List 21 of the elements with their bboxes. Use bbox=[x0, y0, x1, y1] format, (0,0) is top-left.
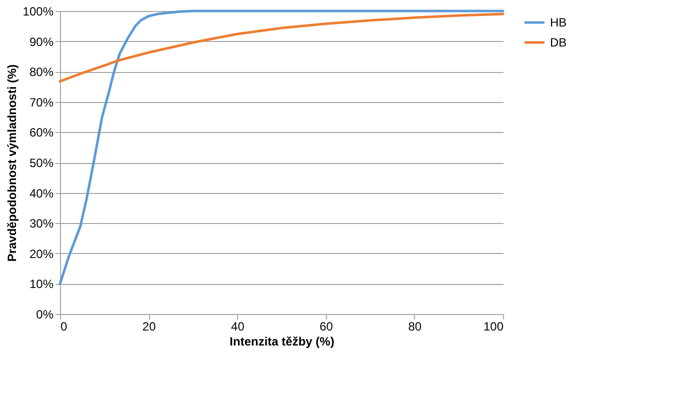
x-tick-label: 100 bbox=[483, 320, 504, 334]
x-tick-label: 80 bbox=[408, 320, 422, 334]
y-tick-label: 0% bbox=[36, 308, 54, 322]
y-tick-label: 30% bbox=[29, 216, 54, 231]
x-axis-title: Intenzita těžby (%) bbox=[230, 334, 334, 348]
y-axis-title: Pravděpodobnost výmladnosti (%) bbox=[4, 64, 19, 262]
y-tick-label: 20% bbox=[29, 246, 54, 261]
x-tick-label: 40 bbox=[231, 320, 245, 334]
y-tick-label: 50% bbox=[29, 156, 54, 170]
x-tick-label: 60 bbox=[320, 320, 334, 334]
y-tick-label: 90% bbox=[29, 34, 54, 49]
y-tick-label: 70% bbox=[29, 95, 54, 110]
y-tick-label: 40% bbox=[29, 186, 54, 200]
legend-label: HB bbox=[550, 16, 567, 30]
y-tick-label: 10% bbox=[29, 277, 54, 292]
y-tick-label: 60% bbox=[29, 126, 54, 140]
x-tick-label: 20 bbox=[142, 320, 156, 334]
legend-label: DB bbox=[550, 36, 567, 50]
y-tick-label: 80% bbox=[29, 65, 54, 80]
x-tick-label: 0 bbox=[60, 320, 68, 334]
y-tick-label: 100% bbox=[22, 4, 54, 18]
